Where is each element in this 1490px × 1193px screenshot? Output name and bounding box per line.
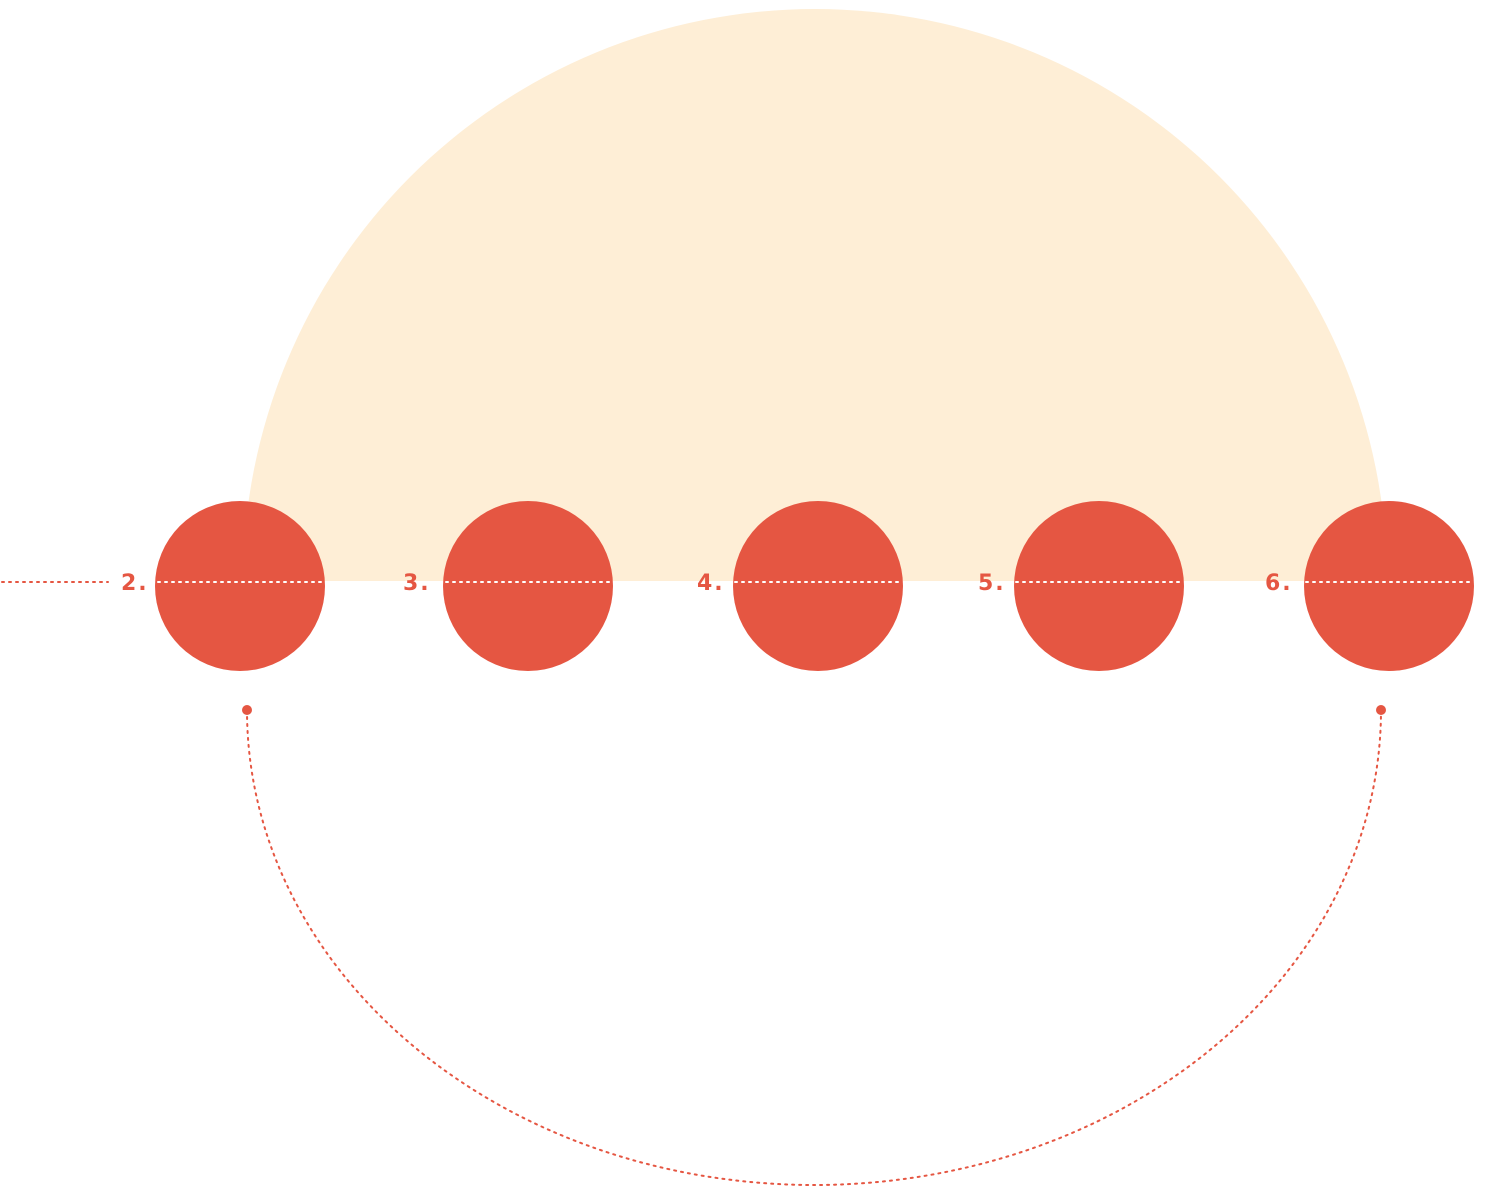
step-nodes: 2. 3. 4. 5. 6.	[121, 501, 1474, 671]
background-arch	[243, 9, 1387, 581]
step-node-2: 2.	[121, 501, 325, 671]
step-label: 2.	[121, 571, 149, 596]
step-node-4: 4.	[697, 501, 903, 671]
step-circle	[443, 501, 613, 671]
return-arc	[246, 709, 1382, 1186]
step-label: 5.	[978, 571, 1006, 596]
step-node-6: 6.	[1265, 501, 1474, 671]
step-circle	[155, 501, 325, 671]
step-label: 3.	[403, 571, 431, 596]
step-node-5: 5.	[978, 501, 1184, 671]
step-circle	[1304, 501, 1474, 671]
step-circle	[733, 501, 903, 671]
return-arc-start-dot	[242, 705, 252, 715]
step-node-3: 3.	[403, 501, 613, 671]
step-label: 4.	[697, 571, 725, 596]
step-label: 6.	[1265, 571, 1293, 596]
return-arc-end-dot	[1376, 705, 1386, 715]
step-circle	[1014, 501, 1184, 671]
